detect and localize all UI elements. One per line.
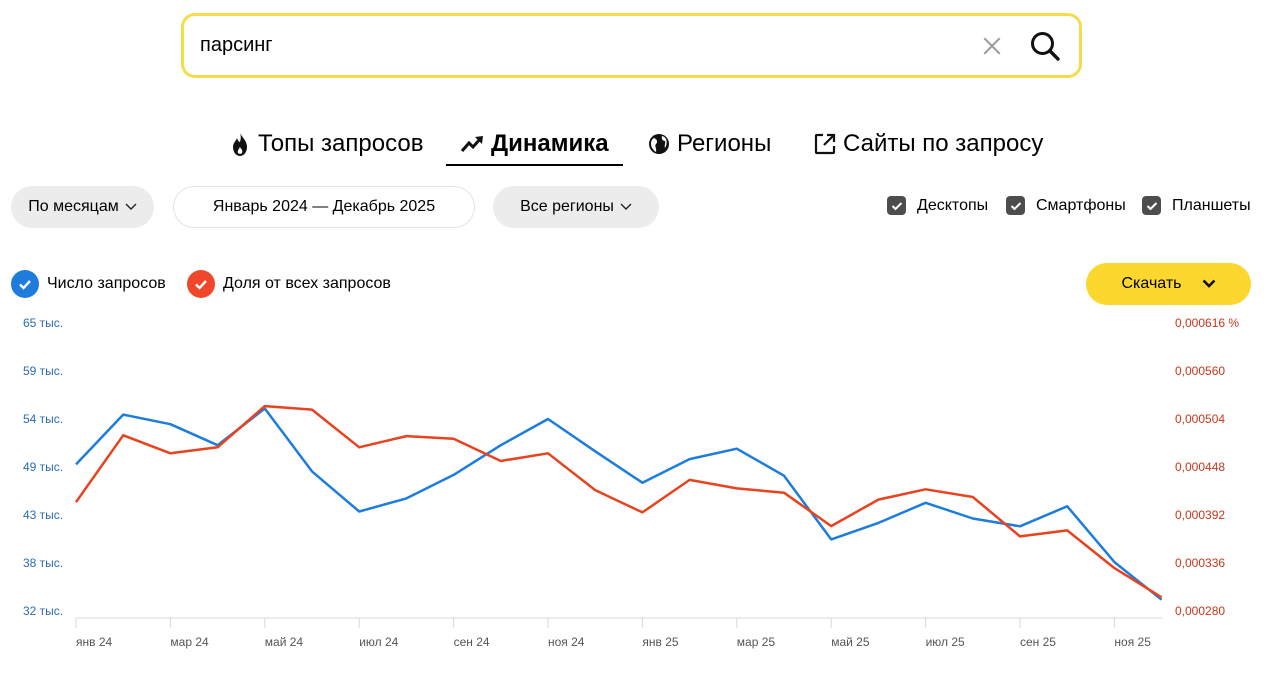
fire-icon: [229, 131, 251, 157]
right-axis-tick: 0,000560: [1175, 364, 1226, 378]
x-axis-tick: мар 25: [736, 635, 776, 649]
tab-label: Регионы: [677, 130, 772, 157]
x-axis-tick: июл 25: [925, 635, 965, 649]
check-circle-icon: [187, 270, 215, 298]
chevron-down-icon: [1202, 275, 1216, 293]
legend-label: Число запросов: [47, 275, 166, 292]
x-axis-tick: янв 25: [642, 635, 679, 649]
line-chart: 65 тыс. 59 тыс. 54 тыс. 49 тыс. 43 тыс. 38 ты…: [0, 310, 1280, 677]
left-axis-tick: 43 тыс.: [23, 508, 64, 522]
checkbox-checked-icon: [1142, 196, 1161, 215]
download-button[interactable]: Скачать: [1086, 263, 1251, 305]
legend-label: Доля от всех запросов: [223, 275, 391, 292]
left-axis-tick: 54 тыс.: [23, 412, 64, 426]
region-label: Все регионы: [520, 198, 614, 215]
x-axis-tick: ноя 25: [1114, 635, 1151, 649]
date-range-label: Январь 2024 — Декабрь 2025: [212, 198, 436, 215]
period-group-select[interactable]: По месяцам: [11, 186, 154, 228]
tab-label: Топы запросов: [258, 130, 424, 157]
left-axis-tick: 65 тыс.: [23, 316, 64, 330]
x-axis-tick: май 24: [264, 635, 304, 649]
right-axis-tick: 0,000280: [1175, 604, 1226, 618]
check-circle-icon: [11, 270, 39, 298]
x-axis-tick: сен 24: [453, 635, 490, 649]
x-axis-tick: июл 24: [359, 635, 399, 649]
x-axis-tick: сен 25: [1020, 635, 1056, 649]
left-axis-tick: 59 тыс.: [23, 364, 64, 378]
chevron-down-icon: [620, 198, 632, 216]
trend-up-icon: [460, 134, 484, 154]
download-label: Скачать: [1121, 275, 1182, 292]
right-axis-tick: 0,000504: [1175, 412, 1226, 426]
external-link-icon: [814, 133, 836, 155]
share-line: [74, 404, 1163, 599]
tabs-bar: Топы запросов Динамика Регионы Сайты по …: [0, 126, 1280, 166]
right-axis-tick: 0,000448: [1175, 460, 1226, 474]
legend-toggle-query-count[interactable]: Число запросов: [11, 270, 166, 298]
globe-icon: [648, 133, 670, 155]
device-label: Планшеты: [1172, 196, 1251, 214]
device-smartphones-checkbox[interactable]: Смартфоны: [1006, 196, 1126, 215]
chart-plot-area: [74, 404, 1163, 628]
x-axis-tick: май 25: [831, 635, 870, 649]
x-axis-tick: янв 24: [76, 635, 113, 649]
device-label: Десктопы: [917, 196, 989, 214]
right-axis-tick: 0,000616 %: [1175, 316, 1240, 330]
tab-dynamics[interactable]: Динамика: [446, 126, 623, 166]
close-icon[interactable]: [981, 35, 1003, 57]
region-select[interactable]: Все регионы: [493, 186, 659, 228]
right-axis-tick: 0,000392: [1175, 508, 1226, 522]
checkbox-checked-icon: [1006, 196, 1025, 215]
checkbox-checked-icon: [887, 196, 906, 215]
left-axis-tick: 32 тыс.: [23, 604, 64, 618]
tab-top-queries[interactable]: Топы запросов: [229, 126, 423, 162]
search-box: [181, 13, 1082, 78]
x-axis-tick: ноя 24: [548, 635, 585, 649]
legend-toggle-share[interactable]: Доля от всех запросов: [187, 270, 391, 298]
device-desktops-checkbox[interactable]: Десктопы: [887, 196, 988, 215]
tab-regions[interactable]: Регионы: [648, 126, 771, 162]
search-icon[interactable]: [1029, 30, 1061, 62]
right-axis-tick: 0,000336: [1175, 556, 1226, 570]
left-axis-tick: 49 тыс.: [23, 460, 64, 474]
chevron-down-icon: [125, 198, 137, 216]
query-count-line: [75, 407, 1163, 601]
device-label: Смартфоны: [1036, 196, 1126, 214]
tab-sites[interactable]: Сайты по запросу: [814, 126, 1043, 162]
tab-label: Динамика: [491, 130, 609, 157]
date-range-picker[interactable]: Январь 2024 — Декабрь 2025: [173, 186, 475, 228]
search-input[interactable]: [200, 34, 981, 57]
period-group-label: По месяцам: [28, 198, 119, 215]
left-axis-tick: 38 тыс.: [23, 556, 64, 570]
tab-label: Сайты по запросу: [843, 130, 1044, 157]
device-tablets-checkbox[interactable]: Планшеты: [1142, 196, 1251, 215]
x-axis-tick: мар 24: [170, 635, 209, 649]
